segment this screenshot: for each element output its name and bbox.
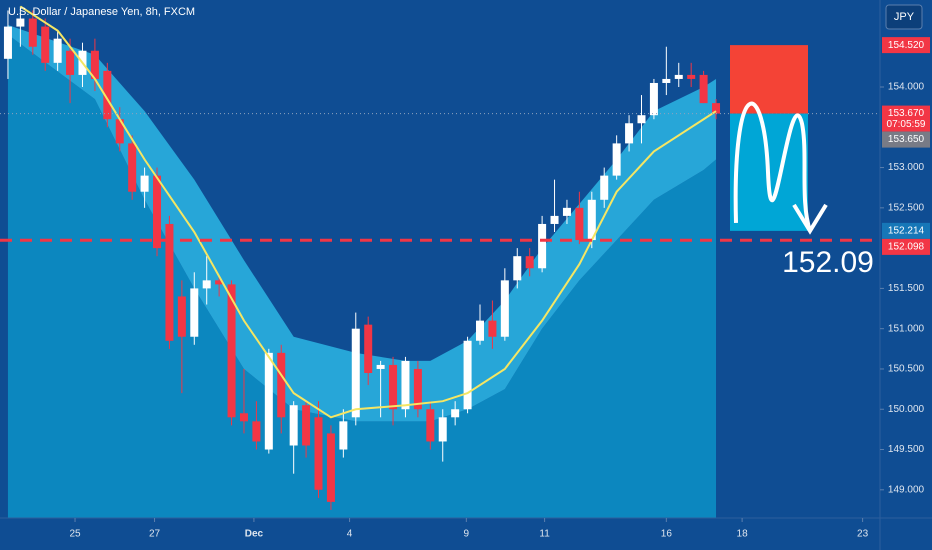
x-tick-label: 16	[661, 529, 673, 540]
candle-body	[339, 421, 348, 450]
price-tag	[882, 222, 930, 239]
y-tick-label: 154.000	[888, 82, 925, 93]
price-tag-label: 153.650	[888, 134, 925, 145]
projection-arrow	[792, 203, 828, 235]
candle-body	[625, 123, 634, 144]
candle-body	[177, 296, 186, 337]
candle-body	[612, 143, 621, 176]
x-tick-label: 18	[737, 529, 749, 540]
candle-body	[3, 26, 12, 59]
currency-button-label[interactable]: JPY	[894, 11, 915, 23]
candle-body	[351, 328, 360, 418]
y-tick-label: 153.000	[888, 162, 925, 173]
candle-body	[401, 360, 410, 410]
candle-body	[165, 223, 174, 341]
candle-body	[252, 421, 261, 442]
candle-body	[190, 288, 199, 337]
candle-body	[712, 103, 721, 114]
candle-body	[649, 82, 658, 116]
candle-body	[538, 223, 547, 269]
candle-body	[476, 320, 484, 341]
price-tag-label: 152.098	[888, 242, 925, 253]
candle-body	[662, 78, 671, 83]
candle-body	[115, 119, 124, 144]
candle-body	[575, 207, 584, 241]
candle-body	[215, 280, 224, 285]
candle-body	[66, 50, 75, 75]
candle-body	[389, 364, 398, 410]
price-tag	[882, 105, 930, 132]
y-tick-label: 150.000	[888, 404, 925, 415]
candle-body	[28, 18, 37, 47]
candle-body	[600, 175, 609, 200]
candle-body	[202, 280, 211, 289]
candle-body	[451, 409, 460, 418]
stop-zone	[730, 45, 808, 114]
x-tick-label: 25	[69, 529, 81, 540]
x-tick-label: 4	[347, 529, 353, 540]
price-tag-label: 153.670	[888, 108, 925, 119]
candle-body	[500, 280, 509, 337]
y-tick-label: 151.000	[888, 323, 925, 334]
x-tick-label: Dec	[245, 529, 264, 540]
price-tag	[882, 131, 930, 148]
price-tag	[882, 238, 930, 255]
candle-body	[153, 175, 162, 249]
candle-body	[550, 215, 559, 224]
candle-body	[302, 405, 311, 446]
candle-body	[103, 70, 112, 120]
y-tick-label: 151.500	[888, 283, 925, 294]
annotation: 152.09	[782, 246, 874, 279]
candle-body	[364, 324, 373, 373]
x-tick-label: 27	[149, 529, 161, 540]
band-upper-area	[7, 24, 717, 422]
y-tick-label: 149.500	[888, 444, 925, 455]
candle-body	[426, 409, 435, 442]
candle-body	[90, 50, 99, 79]
candle-body	[53, 38, 62, 63]
candle-body	[314, 417, 323, 490]
price-tag	[882, 37, 930, 54]
candle-body	[438, 417, 447, 442]
candle-body	[413, 368, 422, 410]
candle-body	[289, 405, 298, 446]
price-tag-label: 152.214	[888, 226, 925, 237]
moving-average	[19, 5, 717, 419]
candle-body	[488, 320, 497, 337]
projection-path	[733, 101, 812, 232]
candle-body	[277, 352, 286, 418]
candle-body	[637, 115, 646, 124]
y-tick-label: 149.000	[888, 484, 925, 495]
candle-body	[41, 26, 50, 63]
x-tick-label: 23	[857, 529, 869, 540]
countdown: 07:05:59	[887, 119, 926, 130]
price-tag-label: 154.520	[888, 40, 925, 51]
y-tick-label: 152.500	[888, 202, 925, 213]
candle-body	[525, 256, 534, 269]
candle-body	[674, 74, 683, 79]
candle-body	[140, 175, 149, 192]
candle-body	[326, 433, 335, 502]
candle-body	[699, 74, 708, 104]
candle-body	[16, 18, 25, 27]
candle-body	[562, 207, 571, 216]
candle-body	[128, 143, 137, 192]
plot-area	[3, 5, 721, 518]
y-tick-label: 150.500	[888, 364, 925, 375]
x-tick-label: 11	[539, 529, 550, 540]
candle-body	[587, 199, 596, 241]
candle-body	[227, 284, 236, 418]
candle-body	[264, 352, 273, 450]
band-lower-area	[7, 34, 717, 518]
candle-body	[239, 413, 248, 422]
chart-title: U.S. Dollar / Japanese Yen, 8h, FXCM	[8, 6, 195, 18]
currency-button[interactable]	[885, 4, 923, 30]
candle-body	[463, 340, 472, 410]
candle-body	[376, 364, 385, 369]
x-tick-label: 9	[464, 529, 470, 540]
candle-body	[687, 74, 696, 79]
candle-body	[513, 256, 522, 281]
